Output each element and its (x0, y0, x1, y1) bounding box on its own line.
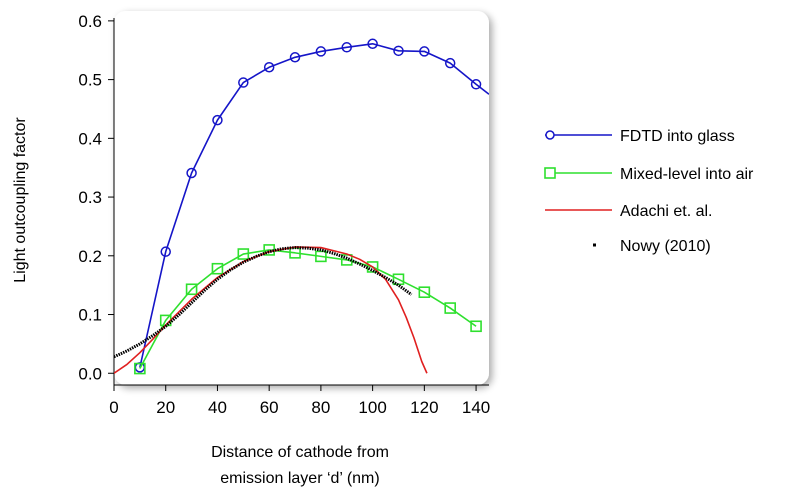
x-tick-label: 60 (260, 398, 279, 417)
legend-item: Nowy (2010) (593, 238, 711, 255)
data-point (212, 114, 223, 126)
legend-label: Nowy (2010) (620, 238, 711, 255)
x-tick-label: 100 (358, 398, 386, 417)
y-tick-label: 0.3 (78, 188, 102, 207)
legend-item: Adachi et. al. (545, 203, 713, 220)
data-point (134, 362, 146, 375)
legend-item: Mixed-level into air (544, 166, 754, 183)
series-2 (134, 244, 482, 375)
y-tick-label: 0.6 (78, 12, 102, 31)
x-tick-label: 120 (410, 398, 438, 417)
legend-marker (545, 130, 555, 140)
data-point (393, 45, 404, 57)
data-point (186, 167, 197, 179)
series-line (139, 42, 489, 368)
y-axis-title: Light outcoupling factor (12, 117, 29, 283)
x-axis-title-line-2: emission layer ‘d’ (nm) (220, 470, 379, 487)
y-tick-label: 0.1 (78, 306, 102, 325)
series-line (114, 246, 413, 359)
series-4 (114, 246, 413, 359)
data-point (263, 244, 275, 256)
x-tick-label: 40 (208, 398, 227, 417)
legend-label: Adachi et. al. (620, 203, 713, 220)
data-point (160, 246, 171, 257)
legend-label: FDTD into glass (620, 128, 735, 145)
y-tick-label: 0.4 (78, 129, 102, 148)
data-point (185, 283, 198, 296)
x-tick-label: 0 (109, 398, 118, 417)
y-tick-label: 0.5 (78, 71, 102, 90)
data-point (289, 52, 301, 63)
data-point (444, 57, 456, 69)
y-tick-label: 0.0 (78, 364, 102, 383)
y-ticks: 0.0 0.1 0.2 0.3 0.4 0.5 0.6 (78, 12, 114, 383)
legend-marker (544, 167, 556, 179)
data-point (470, 320, 482, 333)
plot-area (114, 11, 489, 385)
legend-label: Mixed-level into air (620, 166, 754, 183)
x-axis-title-line-1: Distance of cathode from (211, 444, 389, 461)
legend: FDTD into glass Mixed-level into air Adach… (544, 128, 754, 255)
data-point (418, 286, 431, 299)
data-point (444, 302, 457, 314)
data-point (237, 248, 250, 260)
x-tick-label: 20 (156, 398, 175, 417)
y-tick-label: 0.2 (78, 247, 102, 266)
data-point (341, 42, 353, 53)
data-point (263, 62, 275, 73)
series-layer (114, 38, 489, 375)
x-ticks: 0 20 40 60 80 100 120 140 (109, 385, 490, 417)
data-point (367, 38, 378, 50)
legend-item: FDTD into glass (545, 128, 735, 145)
data-point (315, 46, 327, 57)
series-1 (134, 38, 489, 373)
data-point (211, 262, 224, 275)
x-tick-label: 80 (311, 398, 330, 417)
data-point (315, 250, 327, 263)
data-point (238, 77, 249, 88)
legend-marker (593, 243, 596, 247)
x-tick-label: 140 (462, 398, 490, 417)
data-point (419, 46, 430, 57)
data-point (470, 79, 482, 90)
